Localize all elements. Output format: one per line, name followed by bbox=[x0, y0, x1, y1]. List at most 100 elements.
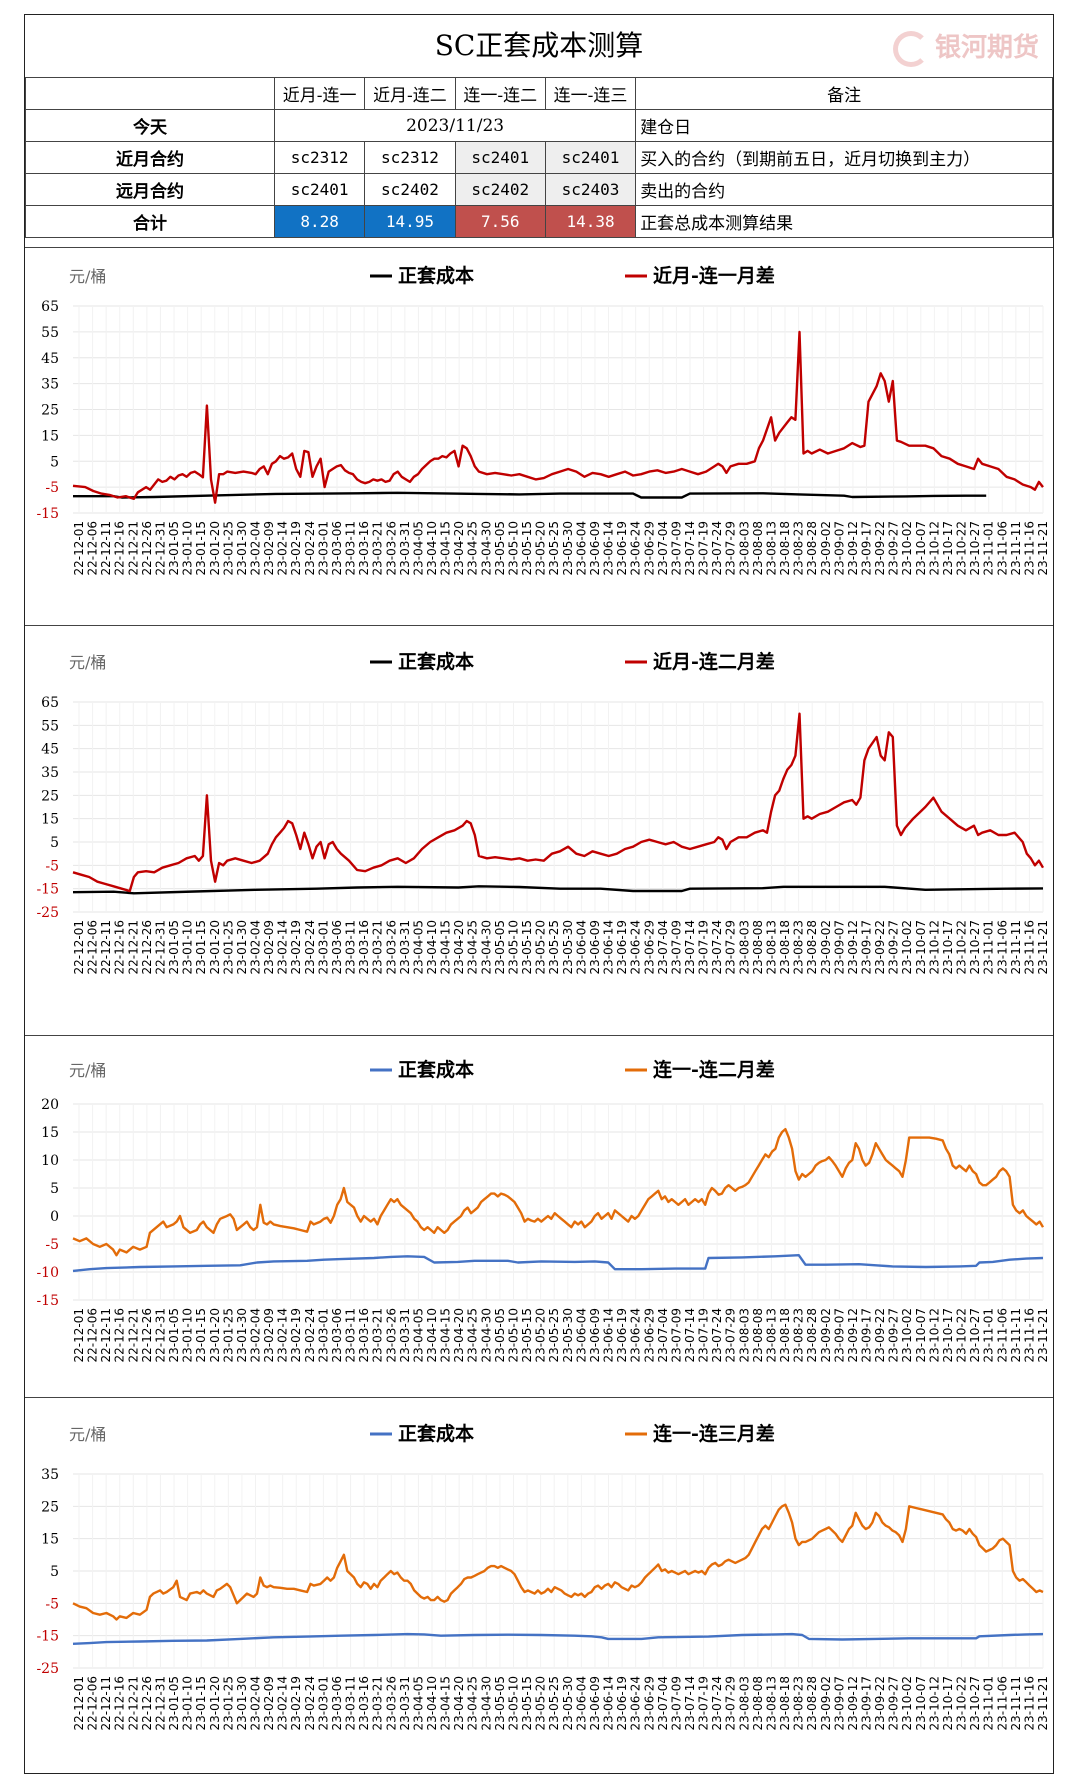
x-tick-label: 23-06-19 bbox=[615, 1676, 629, 1730]
total-value: 14.38 bbox=[544, 205, 637, 238]
x-tick-label: 23-05-25 bbox=[547, 521, 561, 575]
y-tick-label: 5 bbox=[50, 1181, 59, 1197]
x-tick-label: 23-01-05 bbox=[167, 521, 181, 575]
x-tick-label: 22-12-16 bbox=[113, 521, 127, 575]
table-cell: sc2401 bbox=[454, 141, 546, 174]
y-tick-label: 10 bbox=[41, 1153, 59, 1169]
x-tick-label: 22-12-26 bbox=[140, 521, 154, 575]
y-tick-label: -15 bbox=[36, 1629, 59, 1645]
x-tick-label: 23-03-26 bbox=[384, 1308, 398, 1362]
today-date: 2023/11/23 bbox=[273, 109, 637, 142]
x-tick-label: 23-06-29 bbox=[642, 1676, 656, 1730]
x-tick-label: 22-12-16 bbox=[113, 1676, 127, 1730]
x-tick-label: 23-10-17 bbox=[941, 1676, 955, 1730]
x-tick-label: 23-11-01 bbox=[982, 1676, 996, 1730]
x-tick-label: 23-08-13 bbox=[764, 1676, 778, 1730]
x-tick-label: 23-05-10 bbox=[506, 1308, 520, 1362]
x-tick-label: 23-01-05 bbox=[167, 1676, 181, 1730]
x-tick-label: 23-01-10 bbox=[181, 521, 195, 575]
y-tick-label: -10 bbox=[36, 1265, 59, 1281]
x-tick-label: 23-07-24 bbox=[710, 1676, 724, 1730]
x-tick-label: 23-03-06 bbox=[330, 920, 344, 974]
col-header: 连一-连二 bbox=[454, 77, 546, 110]
x-tick-label: 23-03-16 bbox=[357, 1676, 371, 1730]
y-tick-label: 35 bbox=[41, 1467, 59, 1483]
x-tick-label: 23-01-15 bbox=[194, 521, 208, 575]
x-tick-label: 23-05-30 bbox=[561, 1308, 575, 1362]
x-tick-label: 23-06-19 bbox=[615, 1308, 629, 1362]
x-tick-label: 23-06-14 bbox=[602, 1308, 616, 1362]
x-tick-label: 23-07-29 bbox=[724, 1308, 738, 1362]
total-row: 合计 8.28 14.95 7.56 14.38 正套总成本测算结果 bbox=[25, 205, 1053, 238]
x-tick-label: 23-07-29 bbox=[724, 920, 738, 974]
x-tick-label: 23-01-10 bbox=[181, 1676, 195, 1730]
x-tick-label: 22-12-06 bbox=[86, 1308, 100, 1362]
x-tick-label: 23-01-25 bbox=[221, 521, 235, 575]
far-contract-row: 远月合约 sc2401 sc2402 sc2402 sc2403 卖出的合约 bbox=[25, 173, 1053, 206]
x-tick-label: 23-03-01 bbox=[316, 521, 330, 575]
x-tick-label: 23-02-09 bbox=[262, 920, 276, 974]
note-header: 备注 bbox=[635, 77, 1053, 110]
x-tick-label: 23-08-28 bbox=[805, 521, 819, 575]
x-tick-label: 23-08-08 bbox=[751, 1676, 765, 1730]
col-header: 近月-连一 bbox=[273, 77, 366, 110]
x-tick-label: 23-01-15 bbox=[194, 1308, 208, 1362]
line-chart: 元/桶 正套成本 近月-连一月差 -15 -5 5 15 25 35 45 55 65 22-12-01… bbox=[36, 264, 1050, 575]
x-tick-label: 23-10-22 bbox=[955, 1308, 969, 1362]
x-tick-label: 22-12-16 bbox=[113, 920, 127, 974]
x-tick-label: 23-09-22 bbox=[873, 920, 887, 974]
x-tick-label: 23-06-19 bbox=[615, 521, 629, 575]
x-tick-label: 23-11-06 bbox=[995, 920, 1009, 974]
x-tick-label: 23-06-04 bbox=[574, 920, 588, 974]
col-header: 近月-连二 bbox=[364, 77, 456, 110]
x-tick-label: 23-10-02 bbox=[900, 1308, 914, 1362]
y-tick-label: -15 bbox=[36, 506, 59, 522]
y-tick-label: -25 bbox=[36, 1661, 59, 1677]
galaxy-futures-logo: 银河期货 bbox=[892, 27, 1039, 67]
series-line bbox=[72, 1632, 1044, 1645]
x-tick-label: 23-08-23 bbox=[792, 1676, 806, 1730]
x-tick-label: 23-10-22 bbox=[955, 1676, 969, 1730]
x-tick-label: 23-11-06 bbox=[995, 1676, 1009, 1730]
x-tick-label: 23-04-30 bbox=[479, 521, 493, 575]
x-tick-label: 23-04-05 bbox=[411, 1676, 425, 1730]
x-tick-label: 23-03-11 bbox=[344, 920, 358, 974]
x-tick-label: 23-10-07 bbox=[914, 1676, 928, 1730]
x-tick-label: 23-04-20 bbox=[452, 521, 466, 575]
x-tick-label: 22-12-06 bbox=[86, 1676, 100, 1730]
x-tick-label: 23-01-15 bbox=[194, 1676, 208, 1730]
x-tick-label: 23-04-25 bbox=[466, 1676, 480, 1730]
x-tick-label: 23-07-04 bbox=[656, 920, 670, 974]
x-tick-label: 23-05-25 bbox=[547, 1308, 561, 1362]
x-tick-label: 23-03-21 bbox=[371, 1308, 385, 1362]
y-tick-label: 55 bbox=[41, 718, 59, 734]
y-tick-label: 45 bbox=[41, 351, 59, 367]
legend-label: 连一-连二月差 bbox=[653, 1058, 775, 1081]
corner-cell bbox=[25, 77, 275, 110]
x-tick-label: 23-06-29 bbox=[642, 521, 656, 575]
x-tick-label: 23-02-14 bbox=[276, 920, 290, 974]
x-tick-label: 23-11-01 bbox=[982, 521, 996, 575]
series-line bbox=[72, 1503, 1044, 1621]
x-tick-label: 23-03-11 bbox=[344, 521, 358, 575]
x-tick-label: 23-02-19 bbox=[289, 1676, 303, 1730]
chart-panel-near-vs-c1: 元/桶 正套成本 近月-连一月差 -15 -5 5 15 25 35 45 55 65 22-12-01… bbox=[25, 247, 1053, 626]
x-tick-label: 23-03-16 bbox=[357, 1308, 371, 1362]
x-tick-label: 23-06-04 bbox=[574, 1676, 588, 1730]
x-tick-label: 23-04-15 bbox=[439, 920, 453, 974]
x-tick-label: 23-07-19 bbox=[697, 1676, 711, 1730]
y-tick-label: 25 bbox=[41, 1499, 59, 1515]
x-tick-label: 23-09-17 bbox=[859, 1676, 873, 1730]
legend-label: 连一-连三月差 bbox=[653, 1422, 775, 1445]
x-tick-label: 23-09-22 bbox=[873, 1308, 887, 1362]
table-cell: sc2401 bbox=[273, 173, 366, 206]
x-tick-label: 23-09-07 bbox=[832, 1308, 846, 1362]
x-tick-label: 22-12-01 bbox=[72, 521, 86, 575]
x-tick-label: 23-02-09 bbox=[262, 1676, 276, 1730]
y-tick-label: 15 bbox=[41, 812, 59, 828]
x-tick-label: 23-05-05 bbox=[493, 1676, 507, 1730]
x-tick-label: 23-04-15 bbox=[439, 1676, 453, 1730]
x-tick-label: 23-01-20 bbox=[208, 1676, 222, 1730]
y-tick-label: 35 bbox=[41, 765, 59, 781]
x-tick-label: 23-03-11 bbox=[344, 1676, 358, 1730]
